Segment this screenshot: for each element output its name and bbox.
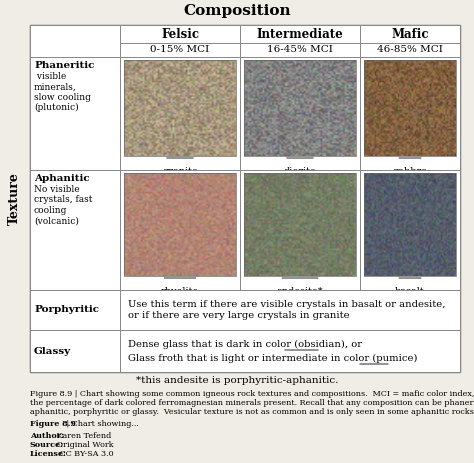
FancyBboxPatch shape	[360, 25, 460, 43]
Text: 0-15% MCI: 0-15% MCI	[150, 45, 210, 55]
Text: Felsic: Felsic	[161, 27, 199, 40]
Text: Dense glass that is dark in color (obsidian), or: Dense glass that is dark in color (obsid…	[128, 340, 362, 349]
Text: | Chart showing...: | Chart showing...	[64, 420, 139, 428]
Text: aphanitic, porphyritic or glassy.  Vesicular texture is not as common and is onl: aphanitic, porphyritic or glassy. Vesicu…	[30, 408, 474, 416]
Text: Source:: Source:	[30, 441, 64, 449]
FancyBboxPatch shape	[120, 43, 240, 57]
FancyBboxPatch shape	[360, 43, 460, 57]
Text: basalt: basalt	[395, 287, 425, 296]
FancyBboxPatch shape	[240, 25, 360, 43]
Text: Composition: Composition	[183, 4, 291, 18]
Text: License:: License:	[30, 450, 67, 458]
FancyBboxPatch shape	[120, 57, 240, 170]
Text: Figure 8.9: Figure 8.9	[30, 420, 76, 428]
FancyBboxPatch shape	[30, 330, 120, 372]
Text: granite: granite	[162, 167, 198, 176]
Text: Use this term if there are visible crystals in basalt or andesite,
or if there a: Use this term if there are visible cryst…	[128, 300, 446, 319]
FancyBboxPatch shape	[30, 290, 120, 330]
Text: Mafic: Mafic	[391, 27, 429, 40]
FancyBboxPatch shape	[30, 25, 120, 57]
FancyBboxPatch shape	[240, 43, 360, 57]
Text: 46-85% MCI: 46-85% MCI	[377, 45, 443, 55]
Text: diorite: diorite	[283, 167, 316, 176]
Text: Porphyritic: Porphyritic	[34, 306, 99, 314]
FancyBboxPatch shape	[120, 170, 240, 290]
Text: the percentage of dark colored ferromagnesian minerals present. Recall that any : the percentage of dark colored ferromagn…	[30, 399, 474, 407]
Text: gabbro: gabbro	[392, 167, 428, 176]
FancyBboxPatch shape	[240, 57, 360, 170]
Text: andesite*: andesite*	[277, 287, 323, 296]
FancyBboxPatch shape	[30, 57, 120, 170]
Text: rhyolite: rhyolite	[161, 287, 199, 296]
Text: *this andesite is porphyritic-aphanitic.: *this andesite is porphyritic-aphanitic.	[136, 376, 338, 385]
Text: Intermediate: Intermediate	[256, 27, 343, 40]
Text: Texture: Texture	[8, 172, 20, 225]
Text: Aphanitic: Aphanitic	[34, 174, 90, 183]
Text: Original Work: Original Work	[54, 441, 113, 449]
Text: Figure 8.9 | Chart showing some common igneous rock textures and compositions.  : Figure 8.9 | Chart showing some common i…	[30, 390, 474, 398]
Text: Glass froth that is light or intermediate in color (pumice): Glass froth that is light or intermediat…	[128, 354, 418, 363]
FancyBboxPatch shape	[360, 170, 460, 290]
Text: Glassy: Glassy	[34, 346, 71, 356]
Text: 16-45% MCI: 16-45% MCI	[267, 45, 333, 55]
FancyBboxPatch shape	[360, 57, 460, 170]
FancyBboxPatch shape	[30, 170, 120, 290]
FancyBboxPatch shape	[120, 330, 460, 372]
FancyBboxPatch shape	[30, 25, 460, 372]
FancyBboxPatch shape	[240, 170, 360, 290]
Text: Phaneritic: Phaneritic	[34, 61, 94, 70]
Text: CC BY-SA 3.0: CC BY-SA 3.0	[57, 450, 114, 458]
FancyBboxPatch shape	[120, 25, 240, 43]
Text: No visible
crystals, fast
cooling
(volcanic): No visible crystals, fast cooling (volca…	[34, 185, 92, 225]
Text: visible
minerals,
slow cooling
(plutonic): visible minerals, slow cooling (plutonic…	[34, 72, 91, 113]
Text: Karen Tefend: Karen Tefend	[54, 432, 111, 440]
FancyBboxPatch shape	[120, 290, 460, 330]
Text: Author:: Author:	[30, 432, 64, 440]
